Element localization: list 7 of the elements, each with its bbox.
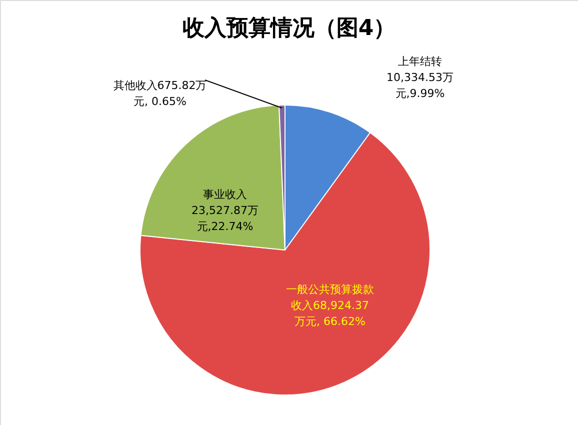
slice-label: 上年结转 xyxy=(398,55,442,68)
slice-label: 其他收入675.82万元, 0.65% xyxy=(113,79,207,108)
slice-label: 事业收入 xyxy=(203,188,247,201)
data-label: 10,334.53万元,9.99% xyxy=(386,71,454,100)
slice-label: 一般公共预算拨款收入68,924.37万元, 66.62% xyxy=(286,283,374,328)
chart-title: 收入预算情况（图4） xyxy=(182,16,396,41)
data-label: 23,527.87万元,22.74% xyxy=(192,204,258,233)
